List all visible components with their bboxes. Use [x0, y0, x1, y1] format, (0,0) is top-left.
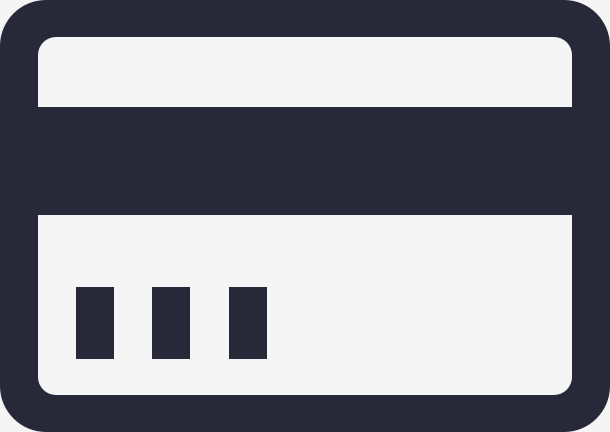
pin-block — [152, 287, 190, 359]
pin-block — [229, 287, 267, 359]
pin-block — [76, 287, 114, 359]
pin-blocks — [76, 287, 267, 359]
magnetic-stripe — [38, 107, 572, 215]
card-face — [38, 37, 572, 395]
